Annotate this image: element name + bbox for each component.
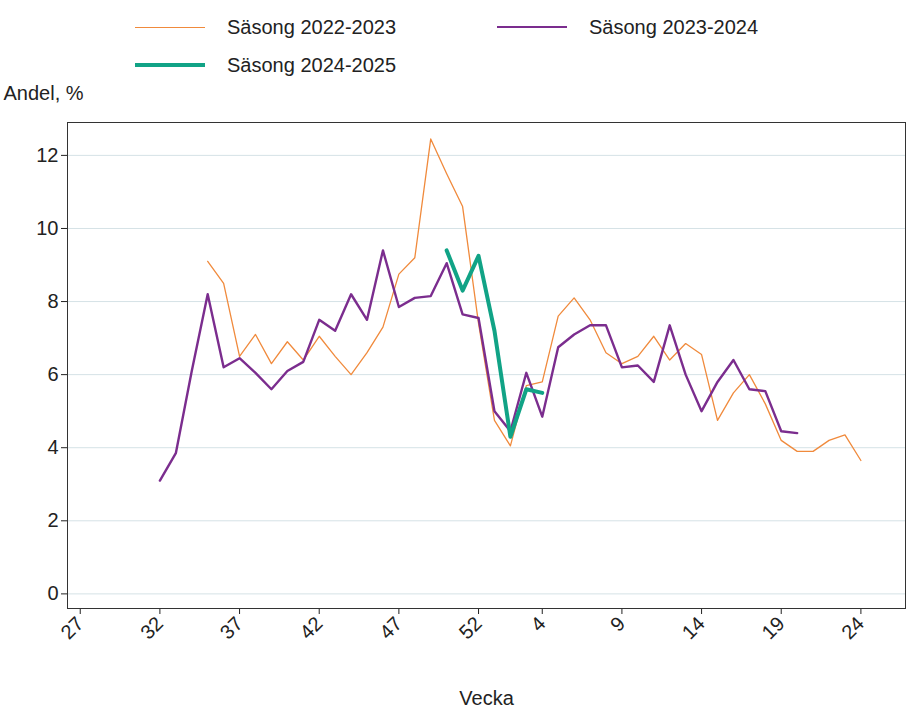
svg-text:Andel, %: Andel, % bbox=[4, 82, 84, 104]
svg-text:2: 2 bbox=[47, 509, 58, 531]
svg-text:Vecka: Vecka bbox=[459, 687, 514, 709]
svg-text:47: 47 bbox=[375, 612, 406, 643]
svg-text:37: 37 bbox=[216, 612, 247, 643]
svg-text:12: 12 bbox=[36, 144, 58, 166]
svg-text:24: 24 bbox=[837, 612, 868, 643]
svg-text:0: 0 bbox=[47, 582, 58, 604]
svg-text:9: 9 bbox=[606, 612, 629, 635]
svg-text:8: 8 bbox=[47, 290, 58, 312]
svg-text:52: 52 bbox=[455, 612, 486, 643]
html-text:Säsong 2023-2024: Säsong 2023-2024 bbox=[589, 15, 758, 38]
svg-text:14: 14 bbox=[678, 612, 709, 643]
html-text:Säsong 2024-2025: Säsong 2024-2025 bbox=[227, 53, 396, 76]
html-text:Säsong 2022-2023: Säsong 2022-2023 bbox=[227, 15, 396, 38]
svg-text:4: 4 bbox=[47, 436, 58, 458]
svg-text:42: 42 bbox=[295, 612, 326, 643]
svg-text:27: 27 bbox=[56, 612, 87, 643]
svg-text:10: 10 bbox=[36, 217, 58, 239]
svg-text:4: 4 bbox=[526, 612, 549, 635]
svg-text:32: 32 bbox=[136, 612, 167, 643]
svg-text:19: 19 bbox=[757, 612, 788, 643]
svg-text:6: 6 bbox=[47, 363, 58, 385]
